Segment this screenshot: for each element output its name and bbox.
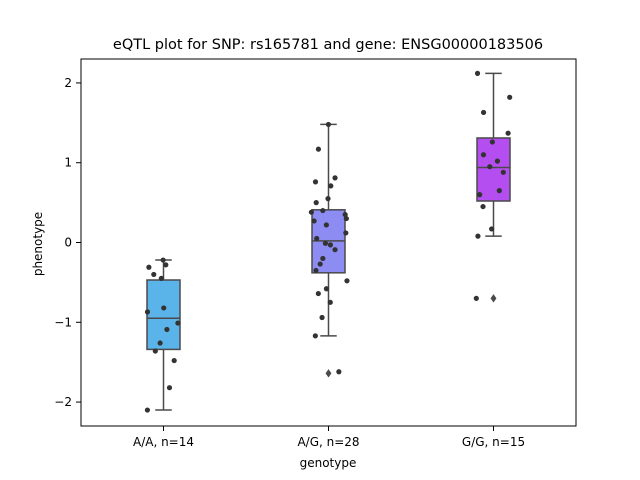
data-point: [325, 196, 331, 202]
data-point: [332, 175, 338, 181]
y-tick-label: 0: [64, 236, 72, 250]
data-point: [322, 240, 329, 246]
outlier-marker: [325, 369, 332, 378]
data-point: [487, 164, 493, 170]
data-point: [332, 247, 338, 253]
data-point: [312, 179, 319, 185]
data-point: [171, 357, 177, 364]
data-point: [319, 314, 325, 321]
y-tick-label: −2: [54, 395, 72, 409]
y-tick-label: −1: [54, 315, 72, 329]
data-point: [328, 183, 334, 189]
data-point: [320, 255, 326, 262]
outlier-marker: [490, 294, 497, 303]
x-tick-label: G/G, n=15: [462, 435, 525, 449]
data-point: [313, 267, 319, 274]
data-point: [343, 230, 349, 236]
data-point: [325, 121, 332, 128]
data-point: [315, 146, 322, 152]
data-point: [160, 257, 166, 263]
data-point: [473, 295, 479, 301]
data-point: [327, 299, 333, 305]
data-point: [475, 233, 481, 239]
data-point: [323, 222, 329, 228]
data-point: [489, 226, 495, 232]
data-point: [151, 271, 157, 278]
data-point: [157, 340, 163, 346]
data-point: [152, 348, 158, 354]
data-point: [315, 290, 321, 297]
data-point: [166, 385, 173, 391]
data-point: [317, 261, 323, 267]
plot-area: −2 −1 0 1 2 A/A, n=14 A/G, n=28 G/G, n=15: [54, 70, 525, 449]
iqr-box: [146, 279, 181, 351]
data-point: [480, 109, 487, 116]
data-point: [313, 200, 319, 206]
data-point: [323, 286, 330, 292]
y-axis-label: phenotype: [31, 212, 45, 276]
data-point: [507, 94, 513, 100]
data-point: [477, 192, 483, 198]
chart-title: eQTL plot for SNP: rs165781 and gene: EN…: [113, 37, 543, 53]
data-point: [480, 203, 486, 210]
y-tick-label: 1: [64, 156, 72, 170]
data-point: [327, 242, 334, 248]
data-point: [336, 369, 342, 375]
data-point: [342, 211, 348, 218]
data-point: [312, 333, 318, 339]
data-point: [505, 130, 511, 136]
data-point: [175, 320, 181, 326]
data-point: [494, 158, 501, 164]
data-point: [500, 169, 506, 175]
data-point: [496, 188, 502, 194]
x-tick-label: A/G, n=28: [297, 435, 359, 449]
data-point: [489, 139, 495, 145]
data-point: [344, 278, 350, 284]
iqr-box: [476, 137, 511, 202]
data-point: [144, 309, 151, 315]
data-point: [320, 207, 326, 214]
data-point: [161, 305, 167, 311]
data-point: [308, 209, 315, 215]
data-point: [164, 326, 170, 333]
data-point: [343, 215, 349, 222]
data-point: [314, 235, 320, 242]
data-point: [146, 264, 152, 270]
data-point: [480, 152, 487, 158]
data-point: [311, 218, 317, 224]
x-tick-label: A/A, n=14: [133, 435, 194, 449]
y-tick-label: 2: [64, 76, 72, 90]
data-point: [158, 275, 164, 282]
axes-frame: [80, 58, 577, 427]
data-point: [144, 407, 151, 413]
data-point: [474, 70, 481, 76]
data-point: [163, 262, 169, 268]
x-axis-label: genotype: [300, 456, 357, 470]
